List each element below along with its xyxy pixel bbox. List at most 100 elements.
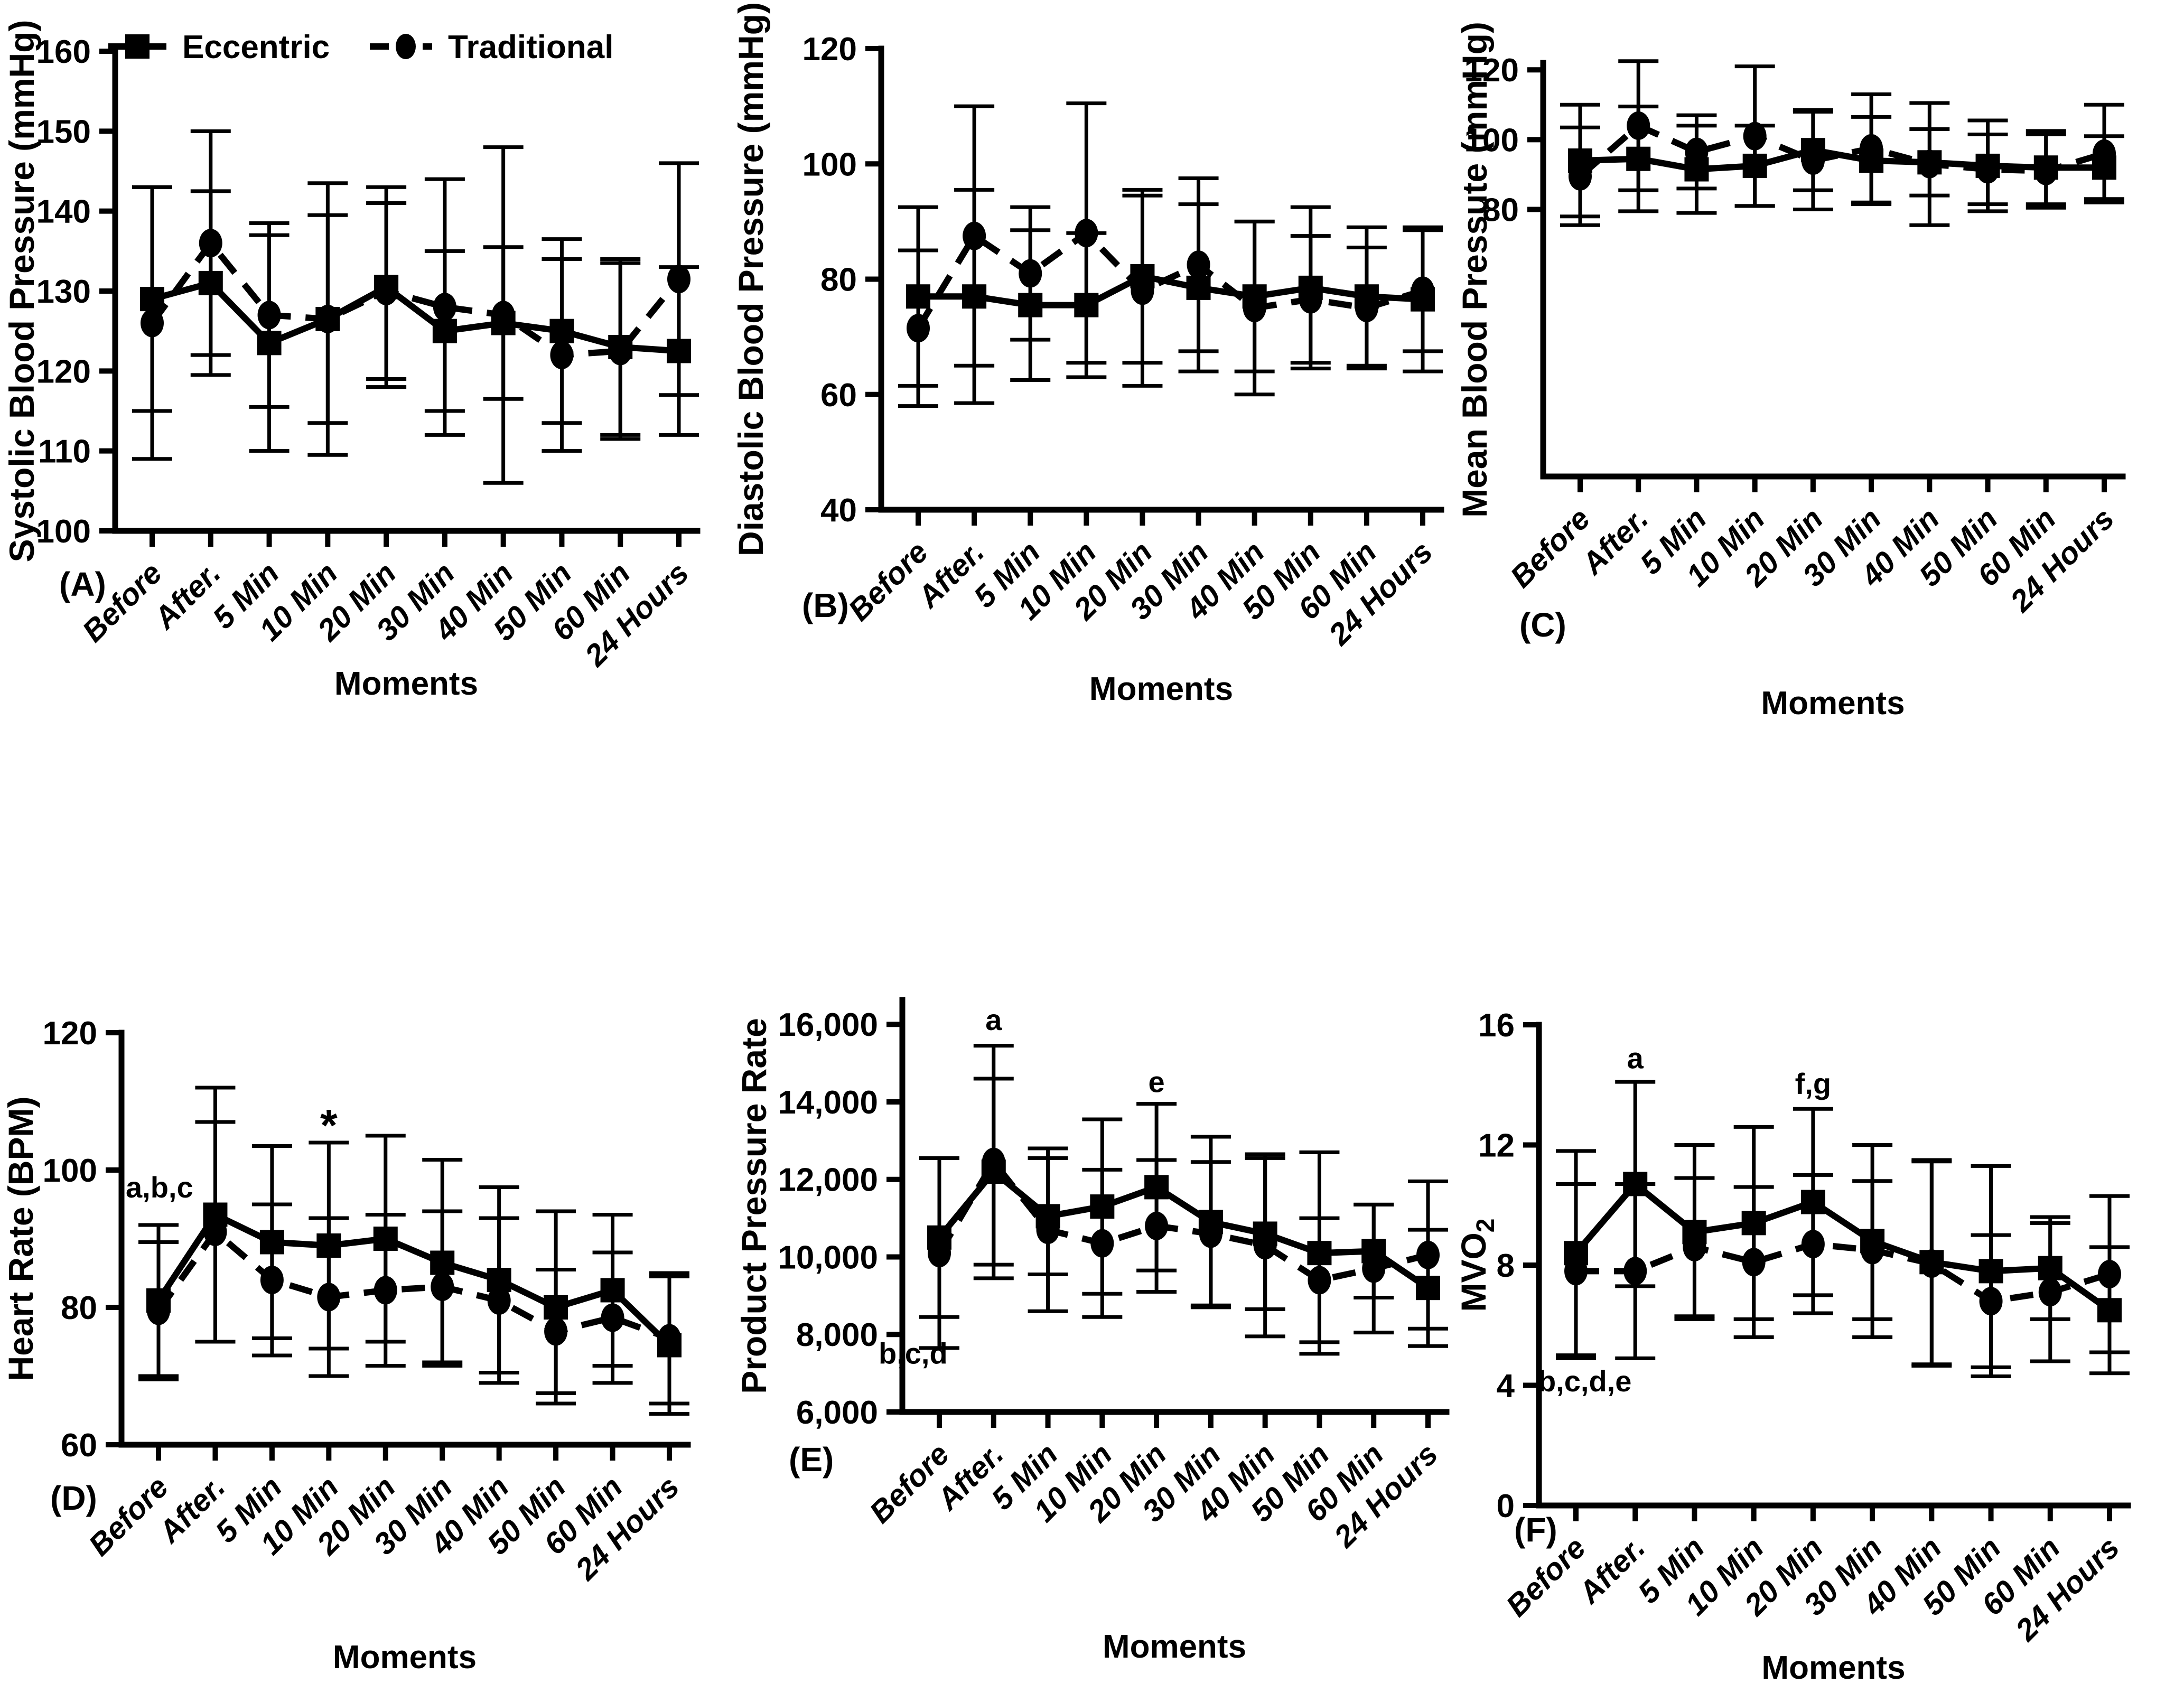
square-marker — [1307, 1241, 1332, 1266]
panel-letter: (C) — [1519, 606, 1566, 644]
square-marker — [432, 319, 457, 343]
circle-marker — [257, 301, 281, 330]
circle-marker — [1623, 1257, 1647, 1286]
circle-marker — [1683, 1232, 1706, 1261]
y-axis-label: MVO2 — [1456, 1218, 1500, 1312]
circle-marker — [2038, 1278, 2062, 1307]
circle-marker — [1187, 250, 1210, 279]
error-bars-traditional — [138, 1120, 689, 1406]
circle-marker — [1685, 137, 1709, 166]
circle-marker — [1243, 294, 1266, 323]
traditional-markers — [141, 229, 690, 370]
circle-marker — [1976, 155, 2000, 184]
square-marker — [1741, 1211, 1766, 1236]
circle-marker — [1742, 1248, 1766, 1277]
square-marker — [2097, 1298, 2122, 1323]
y-tick-label: 60 — [61, 1427, 97, 1464]
x-tick-label: After. — [1574, 501, 1655, 582]
y-tick-label: 12,000 — [778, 1162, 878, 1199]
circle-marker — [1920, 1249, 1944, 1278]
traditional-series-line — [150, 240, 682, 359]
circle-marker — [199, 229, 222, 258]
x-tick-label: After. — [151, 1470, 231, 1550]
y-tick-label: 40 — [820, 492, 857, 529]
traditional-series-line — [1576, 1241, 2111, 1305]
panel-letter: (E) — [789, 1441, 834, 1479]
panel-letter: (A) — [59, 565, 106, 603]
square-marker — [1186, 275, 1211, 300]
circle-marker — [667, 265, 690, 294]
circle-marker — [1860, 134, 1883, 163]
square-marker — [962, 284, 987, 309]
eccentric-markers — [140, 270, 691, 363]
circle-marker — [1416, 1240, 1440, 1269]
square-marker — [198, 270, 223, 295]
significance-annotation: a,b,c — [126, 1171, 193, 1204]
panel-E-chart: 6,000 8,000 10,000 12,000 14,000 16,000 Before… — [734, 997, 1450, 1665]
traditional-series-line — [936, 1158, 1429, 1284]
circle-marker — [982, 1147, 1005, 1176]
eccentric-markers — [1568, 138, 2116, 182]
circle-marker — [374, 1276, 397, 1305]
eccentric-series-line — [937, 1168, 1430, 1291]
circle-marker — [260, 1266, 284, 1294]
y-axis-label: Product Pressure Rate — [734, 1018, 773, 1394]
circle-marker — [1075, 219, 1098, 248]
y-tick-label: 16 — [1478, 1007, 1515, 1044]
circle-marker — [1801, 146, 1825, 175]
y-tick-label: 60 — [820, 377, 857, 414]
y-tick-label: 120 — [36, 353, 91, 390]
traditional-series-line — [915, 230, 1424, 330]
square-marker — [1800, 1190, 1825, 1214]
square-marker — [1018, 293, 1043, 317]
error-bars-traditional — [898, 101, 1443, 408]
circle-marker — [147, 1296, 170, 1325]
y-axis-label: Heart Rate (BPM) — [1, 1096, 40, 1381]
square-marker — [1074, 293, 1099, 317]
panel-D: 60 80 100 120 Before After. 5 Min 10 Min 20 Min 3… — [0, 845, 728, 1693]
y-tick-label: 10,000 — [778, 1239, 878, 1276]
significance-annotation: a — [1627, 1041, 1644, 1074]
circle-marker — [317, 1283, 341, 1312]
y-axis-ticks: 80 100 120 — [1464, 52, 1543, 229]
traditional-markers — [1564, 1230, 2121, 1316]
legend: Eccentric Traditional — [108, 29, 613, 66]
circle-marker — [658, 1324, 681, 1353]
legend-circle-marker-icon — [396, 34, 416, 59]
significance-annotation: e — [1149, 1065, 1165, 1099]
y-tick-label: 8,000 — [796, 1317, 878, 1353]
circle-marker — [1743, 121, 1767, 151]
x-axis-title: Moments — [1761, 1650, 1905, 1686]
legend-item-eccentric: Eccentric — [108, 29, 330, 66]
legend-label: Traditional — [448, 29, 613, 66]
y-tick-label: 0 — [1497, 1488, 1515, 1524]
significance-annotation: * — [320, 1100, 338, 1150]
error-bars-eccentric — [132, 185, 699, 453]
circle-marker — [1362, 1254, 1386, 1283]
circle-marker — [1131, 276, 1154, 305]
x-axis-title: Moments — [1103, 1629, 1246, 1665]
y-tick-label: 120 — [802, 31, 857, 68]
y-tick-label: 4 — [1497, 1368, 1515, 1405]
x-axis-title: Moments — [333, 1639, 477, 1676]
y-axis-label: Systolic Blood Pressure (mmHg) — [2, 20, 41, 563]
panel-F: 0 4 8 12 16 Before After. 5 Min 10 Min 20 Min 30 M… — [1456, 845, 2184, 1693]
square-marker — [544, 1295, 568, 1320]
circle-marker — [1564, 1257, 1588, 1286]
circle-marker — [544, 1317, 568, 1346]
circle-marker — [963, 221, 986, 250]
traditional-markers — [907, 219, 1434, 343]
square-marker — [549, 319, 574, 343]
error-bars-eccentric — [919, 1077, 1448, 1356]
square-marker — [259, 1230, 284, 1255]
square-marker — [1626, 146, 1651, 171]
y-axis-ticks: 0 4 8 12 16 — [1478, 1007, 1539, 1524]
eccentric-series-line — [918, 273, 1423, 308]
circle-marker — [141, 308, 164, 338]
y-axis-ticks: 40 60 80 100 120 — [802, 31, 881, 529]
